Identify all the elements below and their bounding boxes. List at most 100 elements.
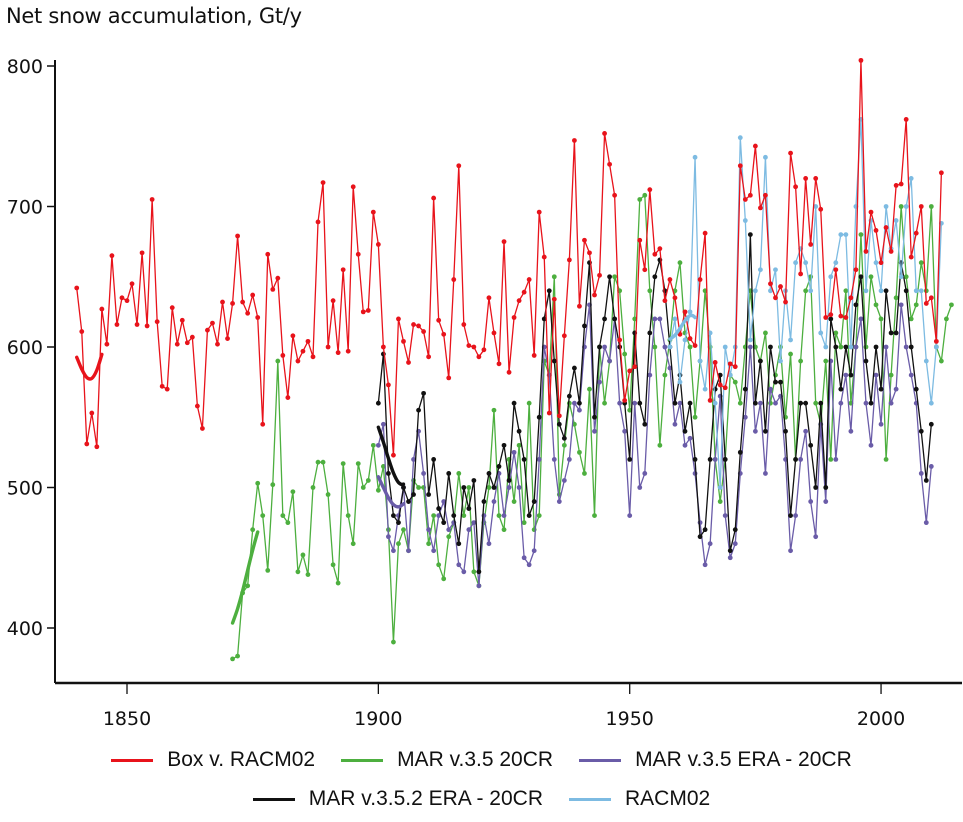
data-point: [883, 457, 889, 462]
data-point: [878, 421, 884, 427]
data-point: [768, 281, 773, 287]
data-point: [848, 372, 854, 378]
data-point: [149, 197, 155, 202]
data-point: [707, 330, 713, 336]
data-point: [752, 288, 758, 294]
data-point: [647, 372, 653, 378]
x-tick-label: 1850: [103, 708, 151, 730]
data-point: [320, 180, 326, 186]
data-point: [737, 163, 743, 169]
data-point: [94, 444, 100, 450]
data-point: [139, 250, 145, 256]
data-point: [200, 426, 205, 431]
data-point: [732, 379, 738, 385]
data-point: [275, 275, 281, 281]
data-point: [607, 274, 612, 280]
data-point: [737, 449, 743, 455]
data-point: [903, 204, 909, 209]
data-point: [561, 478, 567, 483]
data-point: [486, 541, 492, 547]
data-point: [788, 351, 793, 357]
legend-row-1: Box v. RACM02 MAR v.3.5 20CR MAR v.3.5 ERA…: [0, 748, 963, 772]
data-point: [114, 322, 120, 327]
data-point: [325, 492, 331, 497]
data-point: [813, 176, 819, 181]
data-point: [179, 317, 185, 323]
data-point: [652, 274, 658, 280]
legend-item: RACM02: [569, 787, 710, 811]
data-point: [883, 225, 889, 230]
series-mar-v-3-5-2-era-20cr: [375, 232, 934, 575]
data-point: [732, 364, 738, 370]
data-point: [401, 527, 406, 533]
data-point: [260, 421, 266, 427]
data-point: [481, 499, 487, 504]
series-box-v-racm02: [74, 57, 944, 458]
data-point: [778, 284, 783, 289]
data-point: [863, 344, 869, 350]
data-point: [858, 274, 864, 280]
data-point: [642, 471, 648, 476]
data-point: [883, 204, 889, 209]
data-point: [893, 295, 899, 301]
data-point: [456, 562, 462, 568]
data-point: [602, 400, 607, 406]
data-point: [838, 344, 844, 350]
y-tick-label: 700: [7, 197, 43, 219]
data-point: [833, 267, 839, 273]
y-tick-label: 400: [7, 618, 43, 640]
data-point: [330, 298, 336, 304]
data-point: [677, 331, 683, 337]
data-point: [471, 569, 477, 575]
data-point: [401, 338, 406, 344]
data-point: [642, 267, 648, 273]
data-point: [270, 286, 276, 292]
data-point: [944, 316, 949, 322]
data-point: [164, 386, 170, 392]
data-point: [737, 400, 743, 406]
data-point: [431, 457, 437, 462]
data-point: [918, 288, 924, 294]
data-point: [587, 386, 592, 392]
data-point: [642, 421, 648, 427]
data-point: [923, 520, 929, 526]
data-point: [446, 534, 452, 540]
data-point: [692, 414, 698, 420]
data-point: [793, 184, 798, 190]
data-point: [913, 386, 919, 392]
data-point: [566, 257, 572, 263]
data-point: [426, 492, 432, 497]
data-point: [672, 316, 678, 322]
data-point: [506, 369, 512, 375]
data-point: [758, 358, 763, 364]
data-point: [818, 400, 824, 406]
data-point: [803, 288, 809, 294]
data-point: [863, 288, 869, 294]
data-point: [677, 260, 683, 266]
data-point: [511, 449, 517, 455]
data-point: [858, 232, 864, 238]
data-point: [853, 302, 859, 308]
data-point: [903, 288, 909, 294]
data-point: [154, 319, 160, 325]
data-point: [230, 301, 235, 306]
data-point: [818, 206, 824, 212]
series-line-mar-v-3-5-20cr: [232, 194, 953, 660]
data-point: [843, 315, 849, 320]
data-point: [888, 372, 894, 378]
data-point: [707, 457, 713, 462]
data-point: [300, 552, 306, 558]
data-point: [476, 569, 482, 575]
data-point: [722, 457, 728, 462]
data-point: [572, 365, 577, 371]
data-point: [652, 344, 658, 350]
data-point: [99, 306, 105, 312]
data-point: [637, 237, 643, 243]
data-point: [421, 390, 426, 396]
data-point: [546, 288, 552, 294]
data-point: [355, 461, 361, 467]
data-point: [310, 354, 316, 360]
data-point: [928, 464, 934, 469]
data-point: [411, 457, 416, 462]
